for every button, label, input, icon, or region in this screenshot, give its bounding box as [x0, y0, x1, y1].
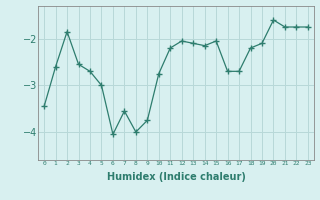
X-axis label: Humidex (Indice chaleur): Humidex (Indice chaleur)	[107, 172, 245, 182]
